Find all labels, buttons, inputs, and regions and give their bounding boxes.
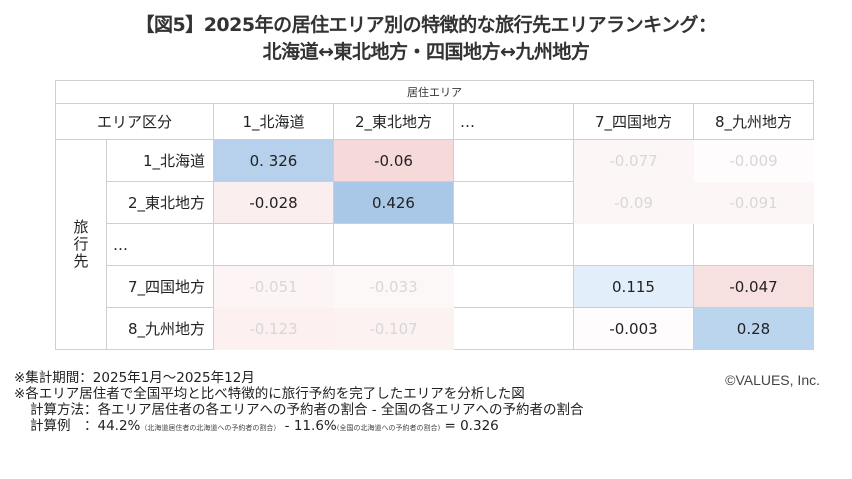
cell: -0.123 <box>213 307 334 350</box>
title-line-1: 【図5】2025年の居住エリア別の特徴的な旅行先エリアランキング： <box>135 14 717 36</box>
title-line-2: 北海道↔東北地方・四国地方↔九州地方 <box>262 41 590 63</box>
cell: 0.28 <box>693 307 814 350</box>
cell <box>333 223 454 266</box>
cell: -0.077 <box>573 139 694 182</box>
row-label: 8_九州地方 <box>106 307 214 350</box>
table-row: 8_九州地方 -0.123 -0.107 -0.003 0.28 <box>56 307 814 350</box>
cell: 0. 326 <box>213 139 334 182</box>
column-header: 7_四国地方 <box>573 103 694 140</box>
cell <box>693 223 814 266</box>
heatmap-table: 居住エリア エリア区分 1_北海道 2_東北地方 … 7_四国地方 8_九州地方… <box>55 80 814 350</box>
cell <box>453 223 574 266</box>
cell: -0.009 <box>693 139 814 182</box>
residence-area-caption: 居住エリア <box>55 80 814 104</box>
cell: -0.09 <box>573 181 694 224</box>
table-row: … <box>56 223 814 266</box>
cell: -0.051 <box>213 265 334 308</box>
cell <box>453 265 574 308</box>
cell <box>453 139 574 182</box>
table-row: 旅行先 1_北海道 0. 326 -0.06 -0.077 -0.009 <box>55 139 814 350</box>
column-header: 8_九州地方 <box>693 103 814 140</box>
row-label: 2_東北地方 <box>106 181 214 224</box>
cell: -0.047 <box>693 265 814 308</box>
note-example: 計算例 ：44.2%（北海道居住者の北海道への予約者の割合） - 11.6%(全… <box>30 418 499 434</box>
cell: -0.091 <box>693 181 814 224</box>
table-row: 7_四国地方 -0.051 -0.033 0.115 -0.047 <box>56 265 814 308</box>
note-period: ※集計期間：2025年1月～2025年12月 <box>14 370 255 386</box>
destination-side-label: 旅行先 <box>55 139 107 350</box>
column-header-row: エリア区分 1_北海道 2_東北地方 … 7_四国地方 8_九州地方 <box>55 103 814 140</box>
cell: -0.003 <box>573 307 694 350</box>
cell <box>453 181 574 224</box>
cell: -0.107 <box>333 307 454 350</box>
corner-label: エリア区分 <box>55 103 214 140</box>
chart-title: 【図5】2025年の居住エリア別の特徴的な旅行先エリアランキング： 北海道↔東北… <box>0 12 852 66</box>
copyright: ©VALUES, Inc. <box>725 372 820 388</box>
row-label-ellipsis: … <box>106 223 214 266</box>
column-header: 2_東北地方 <box>333 103 454 140</box>
column-header-ellipsis: … <box>453 103 574 140</box>
table-row: 2_東北地方 -0.028 0.426 -0.09 -0.091 <box>56 181 814 224</box>
cell <box>213 223 334 266</box>
cell <box>573 223 694 266</box>
cell: 0.426 <box>333 181 454 224</box>
row-label: 7_四国地方 <box>106 265 214 308</box>
cell: -0.033 <box>333 265 454 308</box>
note-description: ※各エリア居住者で全国平均と比べ特徴的に旅行予約を完了したエリアを分析した図 <box>14 386 525 402</box>
cell: -0.028 <box>213 181 334 224</box>
cell: -0.06 <box>333 139 454 182</box>
row-label: 1_北海道 <box>106 139 214 182</box>
column-header: 1_北海道 <box>213 103 334 140</box>
cell <box>453 307 574 350</box>
footnotes: ※集計期間：2025年1月～2025年12月 ※各エリア居住者で全国平均と比べ特… <box>14 370 583 436</box>
note-method: 計算方法：各エリア居住者の各エリアへの予約者の割合 - 全国の各エリアへの予約者… <box>30 402 584 418</box>
cell: 0.115 <box>573 265 694 308</box>
